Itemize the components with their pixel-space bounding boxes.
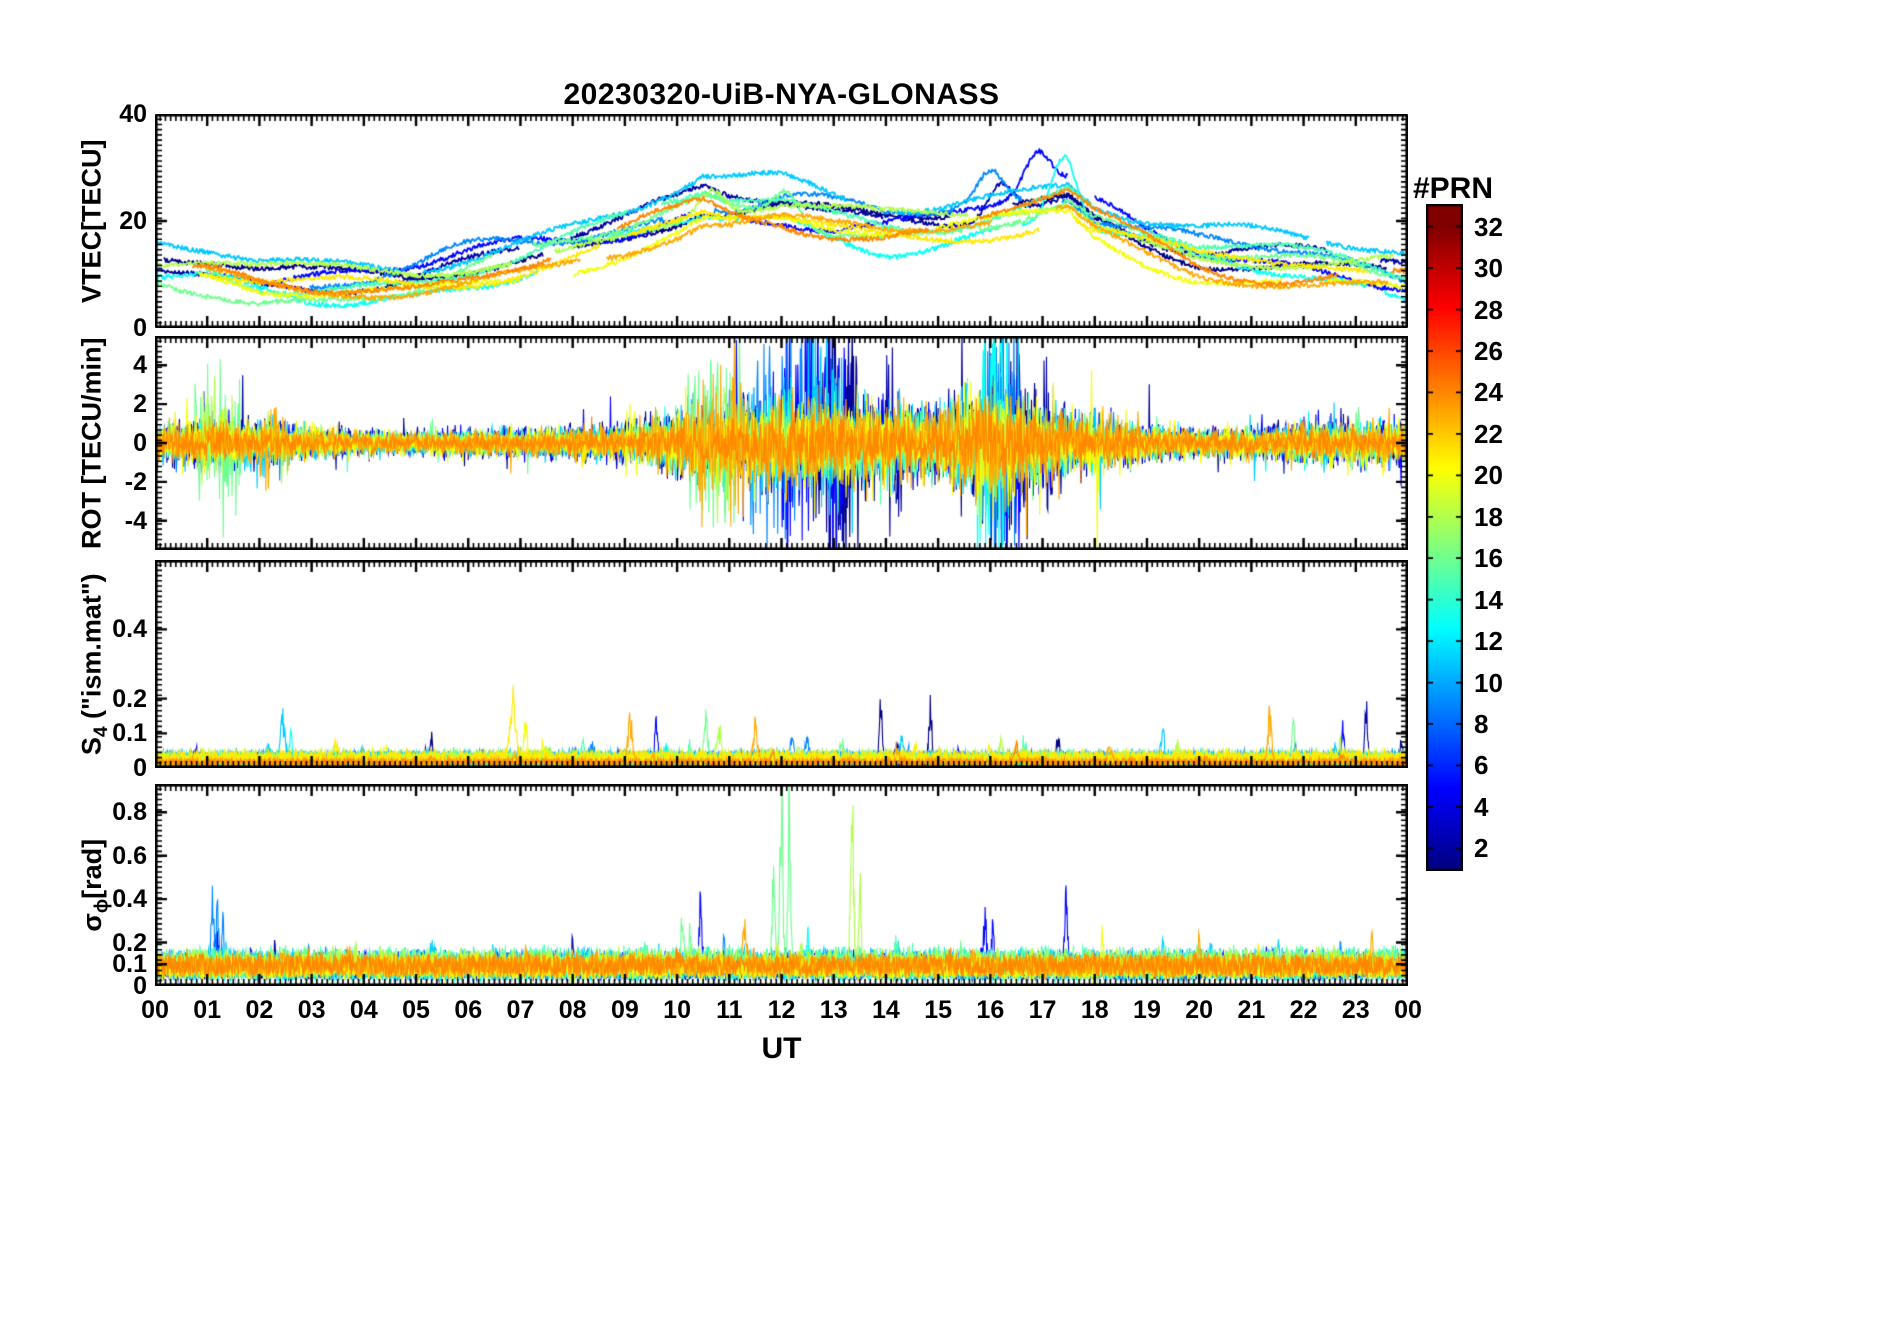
x-tick-label: 22: [1289, 996, 1318, 1024]
x-tick-label: 19: [1133, 996, 1161, 1024]
s4-plot-panel: [155, 560, 1408, 768]
x-tick-label: 17: [1028, 996, 1057, 1024]
x-tick-label: 14: [872, 996, 900, 1024]
y-tick-label: 0: [133, 972, 147, 1000]
x-tick-label: 02: [245, 996, 274, 1024]
colorbar-title: #PRN: [1412, 172, 1494, 205]
sigma-phi-plot-panel: [155, 784, 1408, 986]
colorbar-tick-label: 20: [1474, 460, 1503, 491]
y-tick-label: 0.6: [112, 841, 147, 870]
y-tick-label: 2: [133, 390, 147, 419]
x-tick-label: 04: [349, 996, 378, 1024]
colorbar-tick-label: 12: [1474, 626, 1503, 657]
y-tick-label: 0.1: [112, 950, 147, 979]
colorbar-tick-label: 10: [1474, 667, 1503, 698]
y-tick-label: -4: [124, 506, 147, 535]
y-tick-label: 0: [133, 314, 147, 342]
colorbar-tick-label: 26: [1474, 336, 1503, 367]
x-tick-label: 03: [297, 996, 326, 1024]
x-tick-label: 06: [454, 996, 483, 1024]
x-tick-label: 23: [1341, 996, 1370, 1024]
y-tick-label: 20: [119, 207, 147, 235]
colorbar-tick-label: 22: [1474, 418, 1503, 449]
x-tick-label: 13: [819, 996, 848, 1024]
colorbar-tick-label: 30: [1474, 253, 1503, 284]
x-tick-label: 16: [976, 996, 1005, 1024]
colorbar-tick-label: 32: [1474, 211, 1503, 242]
y-tick-label: 0.4: [112, 615, 147, 644]
x-tick-label: 01: [193, 996, 222, 1024]
x-axis-label: UT: [761, 1032, 802, 1065]
x-tick-label: 08: [558, 996, 587, 1024]
x-tick-label: 20: [1185, 996, 1214, 1024]
y-tick-label: -2: [124, 467, 147, 496]
y-tick-label: 0: [133, 754, 147, 782]
y-tick-label: 0.8: [112, 798, 147, 827]
colorbar-tick-label: 2: [1474, 833, 1489, 864]
colorbar-tick-label: 14: [1474, 584, 1503, 615]
colorbar-tick-label: 28: [1474, 294, 1503, 325]
x-tick-label: 10: [663, 996, 691, 1024]
x-tick-label: 18: [1080, 996, 1109, 1024]
y-tick-label: 4: [133, 351, 147, 380]
colorbar-tick-label: 18: [1474, 501, 1503, 532]
y-tick-label: 40: [119, 100, 147, 128]
vtec-plot-panel: [155, 114, 1408, 328]
x-tick-label: 00: [1394, 996, 1422, 1024]
colorbar-tick-label: 8: [1474, 708, 1489, 739]
rot-plot-panel: [155, 336, 1408, 550]
colorbar-tick-label: 6: [1474, 750, 1489, 781]
x-tick-label: 11: [716, 996, 743, 1024]
x-tick-label: 07: [506, 996, 535, 1024]
chart-title: 20230320-UiB-NYA-GLONASS: [563, 78, 1000, 111]
prn-colorbar: [1426, 204, 1463, 871]
x-tick-label: 21: [1237, 996, 1266, 1024]
y-tick-label: 0: [133, 429, 147, 457]
y-tick-label: 0.4: [112, 885, 147, 914]
x-tick-label: 05: [402, 996, 430, 1024]
colorbar-tick-label: 24: [1474, 377, 1503, 408]
y-tick-label: 0.2: [112, 684, 147, 713]
x-tick-label: 00: [141, 996, 169, 1024]
y-tick-label: 0.2: [112, 928, 147, 957]
x-tick-label: 15: [924, 996, 953, 1024]
colorbar-tick-label: 4: [1474, 791, 1489, 822]
x-tick-label: 12: [767, 996, 796, 1024]
x-tick-label: 09: [610, 996, 639, 1024]
colorbar-tick-label: 16: [1474, 543, 1503, 574]
y-tick-label: 0.1: [112, 719, 147, 748]
